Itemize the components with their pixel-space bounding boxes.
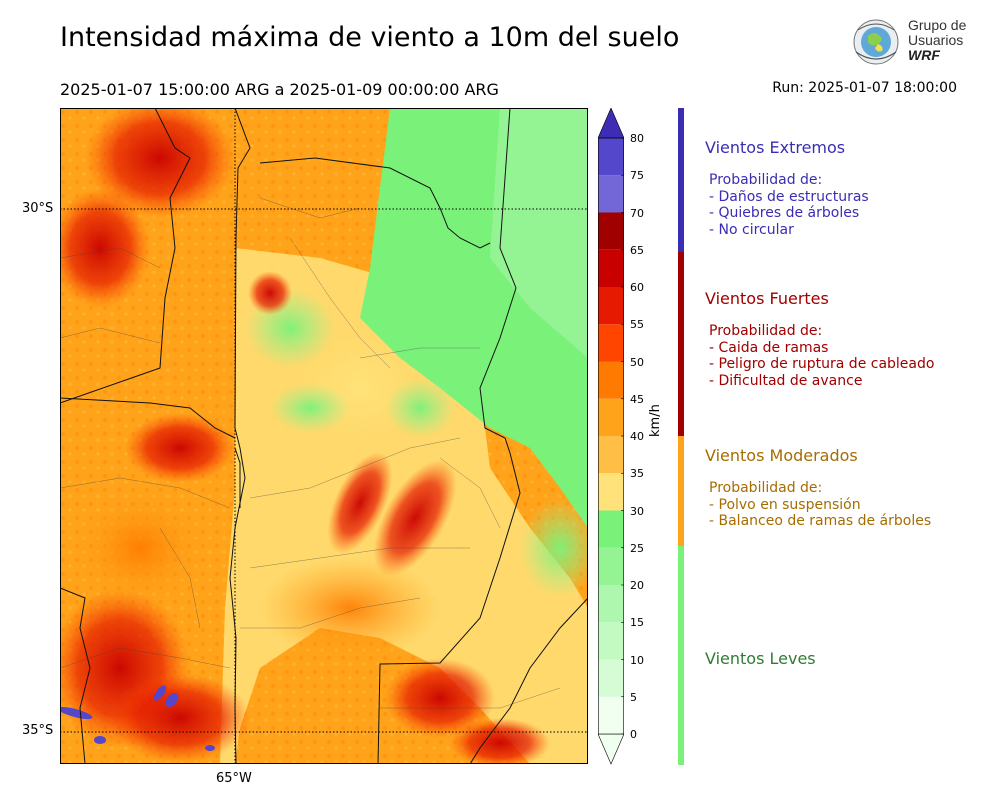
category-description-strong: Probabilidad de: - Caida de ramas - Peli… xyxy=(709,323,934,389)
map-frame xyxy=(60,108,588,764)
colorbar-segment xyxy=(598,287,624,325)
colorbar-segment xyxy=(598,212,624,250)
category-line: Probabilidad de: xyxy=(709,323,823,339)
colorbar-tick-label: 30 xyxy=(630,504,644,518)
colorbar-tick-label: 55 xyxy=(630,318,644,332)
colorbar-segment xyxy=(598,585,624,623)
category-line: - Polvo en suspensión xyxy=(709,496,861,513)
red-hotspot xyxy=(60,188,150,308)
map-gridlines xyxy=(60,108,588,764)
green-patch xyxy=(520,498,588,598)
colorbar-tick-label: 80 xyxy=(630,132,644,145)
wind-speed-map xyxy=(60,108,588,764)
category-description-extreme: Probabilidad de: - Daños de estructuras … xyxy=(709,172,869,238)
extreme-wind-spot xyxy=(153,685,167,701)
colorbar-tick-label: 5 xyxy=(630,690,637,704)
red-hotspot xyxy=(85,108,235,218)
extreme-wind-spot xyxy=(165,693,179,707)
category-title-moderate: Vientos Moderados xyxy=(705,446,858,465)
colorbar-tick-label: 50 xyxy=(630,355,644,369)
orange-patch xyxy=(70,488,210,608)
forecast-period: 2025-01-07 15:00:00 ARG a 2025-01-09 00:… xyxy=(60,80,499,99)
province-borders xyxy=(60,108,588,764)
colorbar-tick-label: 60 xyxy=(630,281,644,294)
colorbar-tick-label: 25 xyxy=(630,541,644,555)
colorbar-tick-label: 20 xyxy=(630,579,644,592)
colorbar-tick-label: 65 xyxy=(630,243,644,257)
logo-line-2: Usuarios xyxy=(908,32,964,48)
colorbar-tick-label: 15 xyxy=(630,616,644,630)
colorbar-segment xyxy=(598,696,624,734)
lat-label-30s: 30°S xyxy=(22,201,54,216)
category-title-strong: Vientos Fuertes xyxy=(705,289,829,308)
red-hotspot xyxy=(373,459,457,577)
colorbar-segment xyxy=(598,547,624,585)
colorbar-segment xyxy=(598,436,624,474)
category-line: - Daños de estructuras xyxy=(709,188,869,205)
green-patch xyxy=(385,378,455,438)
category-line: - Dificultad de avance xyxy=(709,372,863,389)
colorbar-unit: km/h xyxy=(648,404,663,437)
colorbar-extend-low xyxy=(598,733,624,765)
red-hotspot xyxy=(385,658,495,738)
logo-line-3: WRF xyxy=(908,47,940,63)
colorbar-segment xyxy=(598,138,624,176)
category-bar-strong xyxy=(678,252,684,436)
colorbar-segment xyxy=(598,361,624,399)
category-line: - No circular xyxy=(709,221,794,238)
logo-text: Grupo de Usuarios WRF xyxy=(908,18,966,63)
extreme-wind-spot xyxy=(205,745,215,751)
colorbar-tick-label: 35 xyxy=(630,467,644,481)
category-title-light: Vientos Leves xyxy=(705,649,816,668)
category-line: - Quiebres de árboles xyxy=(709,205,860,221)
colorbar-extend-high xyxy=(598,108,624,139)
colorbar-tick-label: 70 xyxy=(630,206,644,220)
colorbar-segment xyxy=(598,473,624,511)
colorbar-segment xyxy=(598,175,624,213)
colorbar-tick-label: 45 xyxy=(630,392,644,406)
colorbar-tick-label: 0 xyxy=(630,728,637,741)
grupo-usuarios-wrf-logo: Grupo de Usuarios WRF xyxy=(848,18,970,70)
category-bar-moderate xyxy=(678,436,684,546)
category-line: - Balanceo de ramas de árboles xyxy=(709,513,932,529)
green-patch xyxy=(270,383,350,433)
category-line: - Caida de ramas xyxy=(709,339,829,356)
category-line: - Peligro de ruptura de cableado xyxy=(709,356,935,372)
colorbar xyxy=(598,108,624,765)
colorbar-segment xyxy=(598,249,624,287)
lon-label-65w: 65°W xyxy=(216,771,252,786)
extreme-wind-spot xyxy=(60,706,93,720)
colorbar-segment xyxy=(598,510,624,548)
colorbar-segment xyxy=(598,324,624,362)
red-hotspot xyxy=(110,673,250,763)
category-bar-light xyxy=(678,546,684,765)
colorbar-segment xyxy=(598,622,624,660)
department-borders xyxy=(60,197,561,709)
orange-patch xyxy=(260,558,440,658)
category-bar-extreme xyxy=(678,108,684,252)
red-hotspot xyxy=(125,413,235,483)
red-hotspot xyxy=(248,271,292,315)
green-north-east-light xyxy=(490,108,588,358)
lat-label-35s: 35°S xyxy=(22,723,54,738)
globe-logo-icon xyxy=(853,19,899,65)
run-time: Run: 2025-01-07 18:00:00 xyxy=(772,80,957,96)
logo-line-1: Grupo de xyxy=(908,17,967,33)
colorbar-segment xyxy=(598,659,624,697)
colorbar-segment xyxy=(598,398,624,436)
extreme-wind-spot xyxy=(94,736,106,744)
colorbar-tick-label: 75 xyxy=(630,169,644,183)
category-description-moderate: Probabilidad de: - Polvo en suspensión -… xyxy=(709,480,931,530)
category-title-extreme: Vientos Extremos xyxy=(705,138,846,157)
category-line: Probabilidad de: xyxy=(709,480,823,496)
map-title: Intensidad máxima de viento a 10m del su… xyxy=(60,22,680,53)
red-hotspot xyxy=(327,452,393,554)
red-hotspot xyxy=(450,718,550,764)
colorbar-tick-label: 40 xyxy=(630,430,644,443)
colorbar-tick-label: 10 xyxy=(630,653,644,667)
category-line: Probabilidad de: xyxy=(709,172,823,188)
